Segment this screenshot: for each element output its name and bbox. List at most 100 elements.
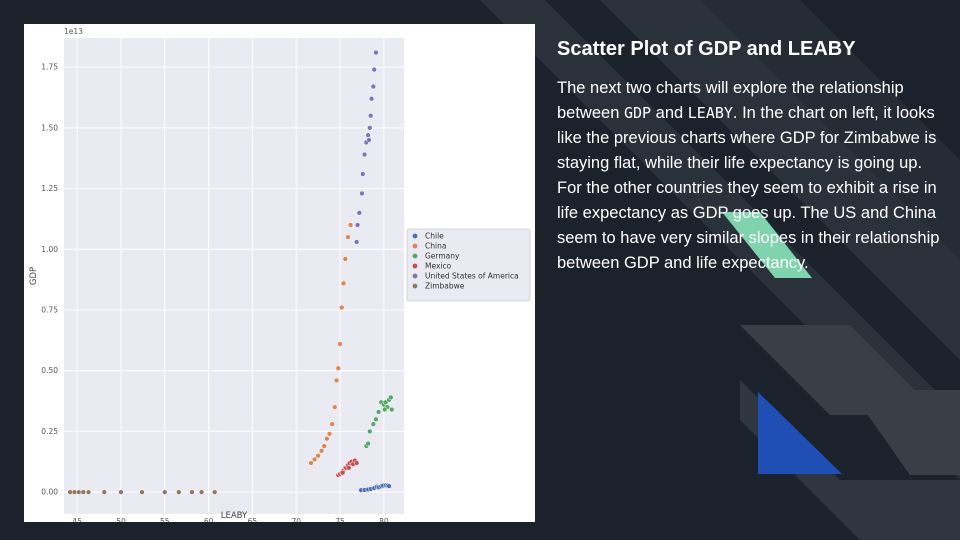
data-point bbox=[368, 113, 374, 119]
data-point bbox=[368, 96, 375, 102]
data-point bbox=[80, 489, 86, 495]
x-tick-label: 45 bbox=[72, 517, 82, 522]
data-point bbox=[356, 210, 362, 216]
decor-stripe-mid-2 bbox=[850, 390, 960, 475]
legend-box bbox=[406, 228, 531, 302]
plot-area bbox=[64, 38, 404, 514]
data-point bbox=[354, 239, 360, 245]
data-point bbox=[389, 406, 395, 413]
data-point bbox=[342, 256, 348, 262]
legend-label: Germany bbox=[425, 252, 460, 261]
x-tick-label: 80 bbox=[379, 517, 389, 522]
data-point bbox=[176, 489, 182, 495]
data-point bbox=[318, 448, 325, 454]
legend-label: Mexico bbox=[425, 262, 452, 271]
legend-marker bbox=[412, 263, 418, 269]
data-point bbox=[386, 483, 392, 489]
data-point bbox=[311, 456, 318, 463]
data-point bbox=[373, 416, 379, 422]
data-point bbox=[315, 453, 321, 459]
body-text-part: and bbox=[651, 104, 688, 122]
data-point bbox=[366, 137, 372, 143]
data-point bbox=[346, 465, 352, 471]
data-point bbox=[373, 49, 379, 56]
data-point bbox=[67, 489, 73, 495]
x-tick-label: 50 bbox=[116, 517, 126, 522]
data-point bbox=[340, 280, 347, 286]
data-point bbox=[118, 489, 124, 495]
slide-title: Scatter Plot of GDP and LEABY bbox=[557, 38, 856, 60]
y-tick-label: 1.25 bbox=[41, 184, 58, 193]
text-panel: Scatter Plot of GDP and LEABY The next t… bbox=[557, 36, 942, 276]
y-tick-label: 1.50 bbox=[41, 123, 58, 132]
data-point bbox=[332, 404, 338, 410]
x-tick-label: 55 bbox=[160, 517, 170, 522]
y-offset-label: 1e13 bbox=[64, 27, 83, 36]
data-point bbox=[382, 406, 388, 413]
gdp-leaby-scatter-chart: 45 50 55 60 65 70 75 80 0.00 0.25 0.50 0.75 1.00 1.25… bbox=[29, 27, 531, 522]
decor-stripe-dark-3 bbox=[700, 0, 960, 260]
legend-label: Zimbabwe bbox=[425, 282, 465, 291]
data-point bbox=[101, 489, 107, 495]
data-point bbox=[388, 394, 394, 401]
data-point bbox=[329, 421, 335, 427]
y-tick-label: 1.00 bbox=[41, 245, 58, 254]
data-point bbox=[365, 132, 371, 138]
data-point bbox=[76, 489, 82, 495]
data-point bbox=[370, 421, 376, 427]
decor-stripe-dark-2 bbox=[600, 0, 960, 360]
data-point bbox=[308, 460, 314, 466]
data-point bbox=[340, 470, 346, 476]
legend-marker bbox=[412, 233, 418, 239]
data-point bbox=[371, 66, 377, 73]
chart-panel: 45 50 55 60 65 70 75 80 0.00 0.25 0.50 0.75 1.00 1.25… bbox=[24, 24, 535, 522]
legend-marker bbox=[412, 253, 418, 259]
decor-green-shape bbox=[722, 212, 812, 278]
data-point bbox=[361, 151, 368, 158]
data-point bbox=[162, 489, 168, 495]
data-point bbox=[324, 436, 330, 442]
legend-label: United States of America bbox=[425, 272, 519, 281]
data-point bbox=[354, 460, 360, 466]
body-text-code-leaby: LEABY bbox=[687, 104, 733, 122]
data-point bbox=[71, 489, 78, 495]
body-text-code-gdp: GDP bbox=[623, 104, 652, 122]
data-point bbox=[339, 304, 345, 311]
data-point bbox=[335, 365, 341, 371]
x-tick-label: 70 bbox=[291, 517, 301, 522]
data-point bbox=[347, 222, 354, 228]
x-tick-label: 65 bbox=[248, 517, 258, 522]
data-point bbox=[354, 222, 361, 228]
legend-marker bbox=[412, 283, 418, 289]
data-point bbox=[212, 489, 218, 495]
data-point bbox=[375, 409, 382, 415]
data-point bbox=[345, 234, 351, 240]
legend-label: China bbox=[425, 242, 446, 251]
y-tick-label: 0.25 bbox=[41, 427, 58, 436]
data-point bbox=[85, 489, 92, 495]
y-axis-label: GDP bbox=[29, 267, 39, 285]
data-point bbox=[321, 443, 327, 449]
data-point bbox=[360, 171, 366, 177]
data-point bbox=[337, 341, 343, 347]
data-point bbox=[367, 125, 373, 131]
slide-body-text: The next two charts will explore the rel… bbox=[557, 76, 942, 276]
data-point bbox=[365, 440, 371, 447]
data-point bbox=[198, 489, 205, 495]
data-point bbox=[326, 431, 333, 437]
legend-label: Chile bbox=[425, 232, 444, 241]
x-tick-label: 75 bbox=[335, 517, 345, 522]
y-tick-label: 0.75 bbox=[41, 306, 58, 315]
decor-stripe-mid-3 bbox=[740, 380, 960, 540]
y-tick-label: 0.50 bbox=[41, 366, 58, 375]
decor-blue-shape bbox=[758, 392, 842, 474]
y-tick-label: 0.00 bbox=[41, 488, 58, 497]
body-text-part: . In the chart on left, it looks like th… bbox=[557, 104, 940, 272]
data-point bbox=[367, 428, 373, 435]
body-text-part: The next two charts will explore the rel… bbox=[557, 79, 904, 122]
data-point bbox=[189, 489, 195, 495]
data-point bbox=[333, 377, 340, 384]
data-point bbox=[370, 83, 376, 90]
